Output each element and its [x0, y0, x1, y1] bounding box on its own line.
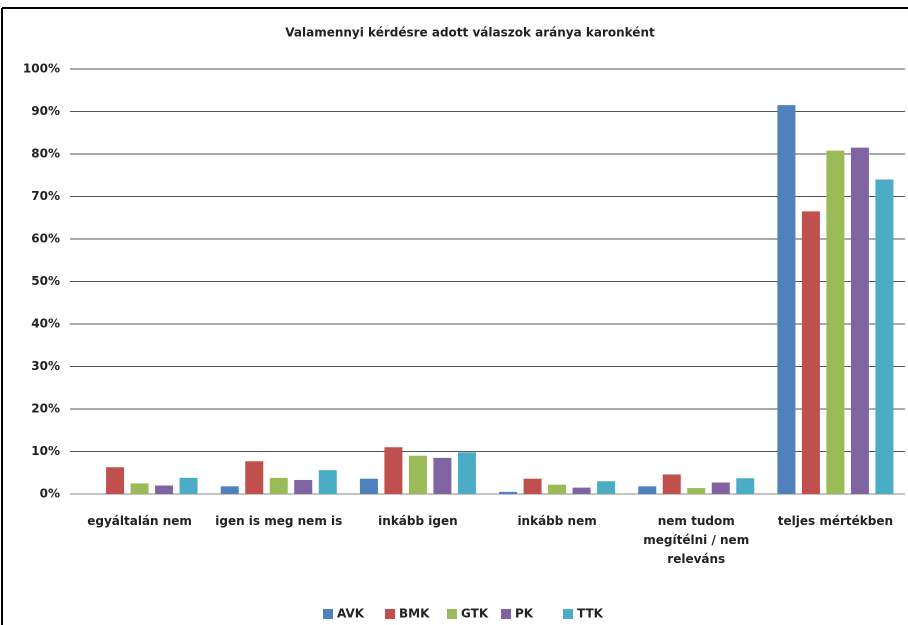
- legend-swatch: [501, 609, 511, 619]
- bar: [155, 485, 174, 494]
- bar: [318, 470, 337, 494]
- legend-swatch: [323, 609, 333, 619]
- legend-label: AVK: [337, 607, 365, 621]
- bar: [245, 461, 264, 494]
- bar: [711, 482, 730, 494]
- bar: [572, 487, 591, 494]
- legend-label: GTK: [461, 607, 489, 621]
- legend-label: BMK: [399, 607, 430, 621]
- bar: [294, 479, 313, 494]
- bar: [736, 478, 755, 494]
- bar: [548, 484, 567, 494]
- bar: [408, 455, 427, 494]
- y-tick-label: 20%: [31, 402, 60, 416]
- x-tick-label: inkább igen: [378, 514, 458, 528]
- y-tick-label: 30%: [31, 359, 60, 373]
- y-tick-label: 50%: [31, 274, 60, 288]
- bar: [499, 491, 518, 494]
- x-tick-label: inkább nem: [517, 514, 597, 528]
- bar: [687, 488, 706, 494]
- bar: [597, 481, 616, 494]
- bar: [457, 452, 476, 494]
- bar: [801, 211, 820, 494]
- legend-swatch: [385, 609, 395, 619]
- bar: [826, 150, 845, 494]
- bar: [106, 467, 125, 494]
- y-tick-label: 90%: [31, 104, 60, 118]
- y-tick-label: 0%: [40, 487, 60, 501]
- bar: [220, 486, 239, 494]
- y-tick-label: 80%: [31, 147, 60, 161]
- bar: [777, 105, 796, 494]
- bar: [179, 477, 198, 494]
- y-tick-label: 10%: [31, 444, 60, 458]
- bar: [433, 457, 452, 494]
- x-tick-label: egyáltalán nem: [87, 514, 192, 528]
- x-tick-label: nem tudom megítélni / nem releváns: [643, 514, 750, 566]
- bar: [662, 474, 681, 494]
- legend-label: TTK: [577, 607, 604, 621]
- bar: [875, 179, 894, 494]
- y-tick-label: 40%: [31, 317, 60, 331]
- y-tick-label: 100%: [23, 62, 60, 76]
- legend-swatch: [447, 609, 457, 619]
- bar: [130, 483, 149, 494]
- bar: [638, 486, 657, 494]
- chart-title: Valamennyi kérdésre adott válaszok arány…: [285, 26, 655, 40]
- x-tick-label: igen is meg nem is: [215, 514, 343, 528]
- bar: [850, 147, 869, 494]
- bar: [384, 447, 403, 494]
- y-tick-label: 60%: [31, 232, 60, 246]
- bar: [523, 478, 542, 494]
- y-tick-label: 70%: [31, 189, 60, 203]
- legend-label: PK: [515, 607, 534, 621]
- bar: [269, 477, 288, 494]
- bar: [359, 478, 378, 494]
- x-tick-label: teljes mértékben: [777, 514, 894, 528]
- legend-swatch: [563, 609, 573, 619]
